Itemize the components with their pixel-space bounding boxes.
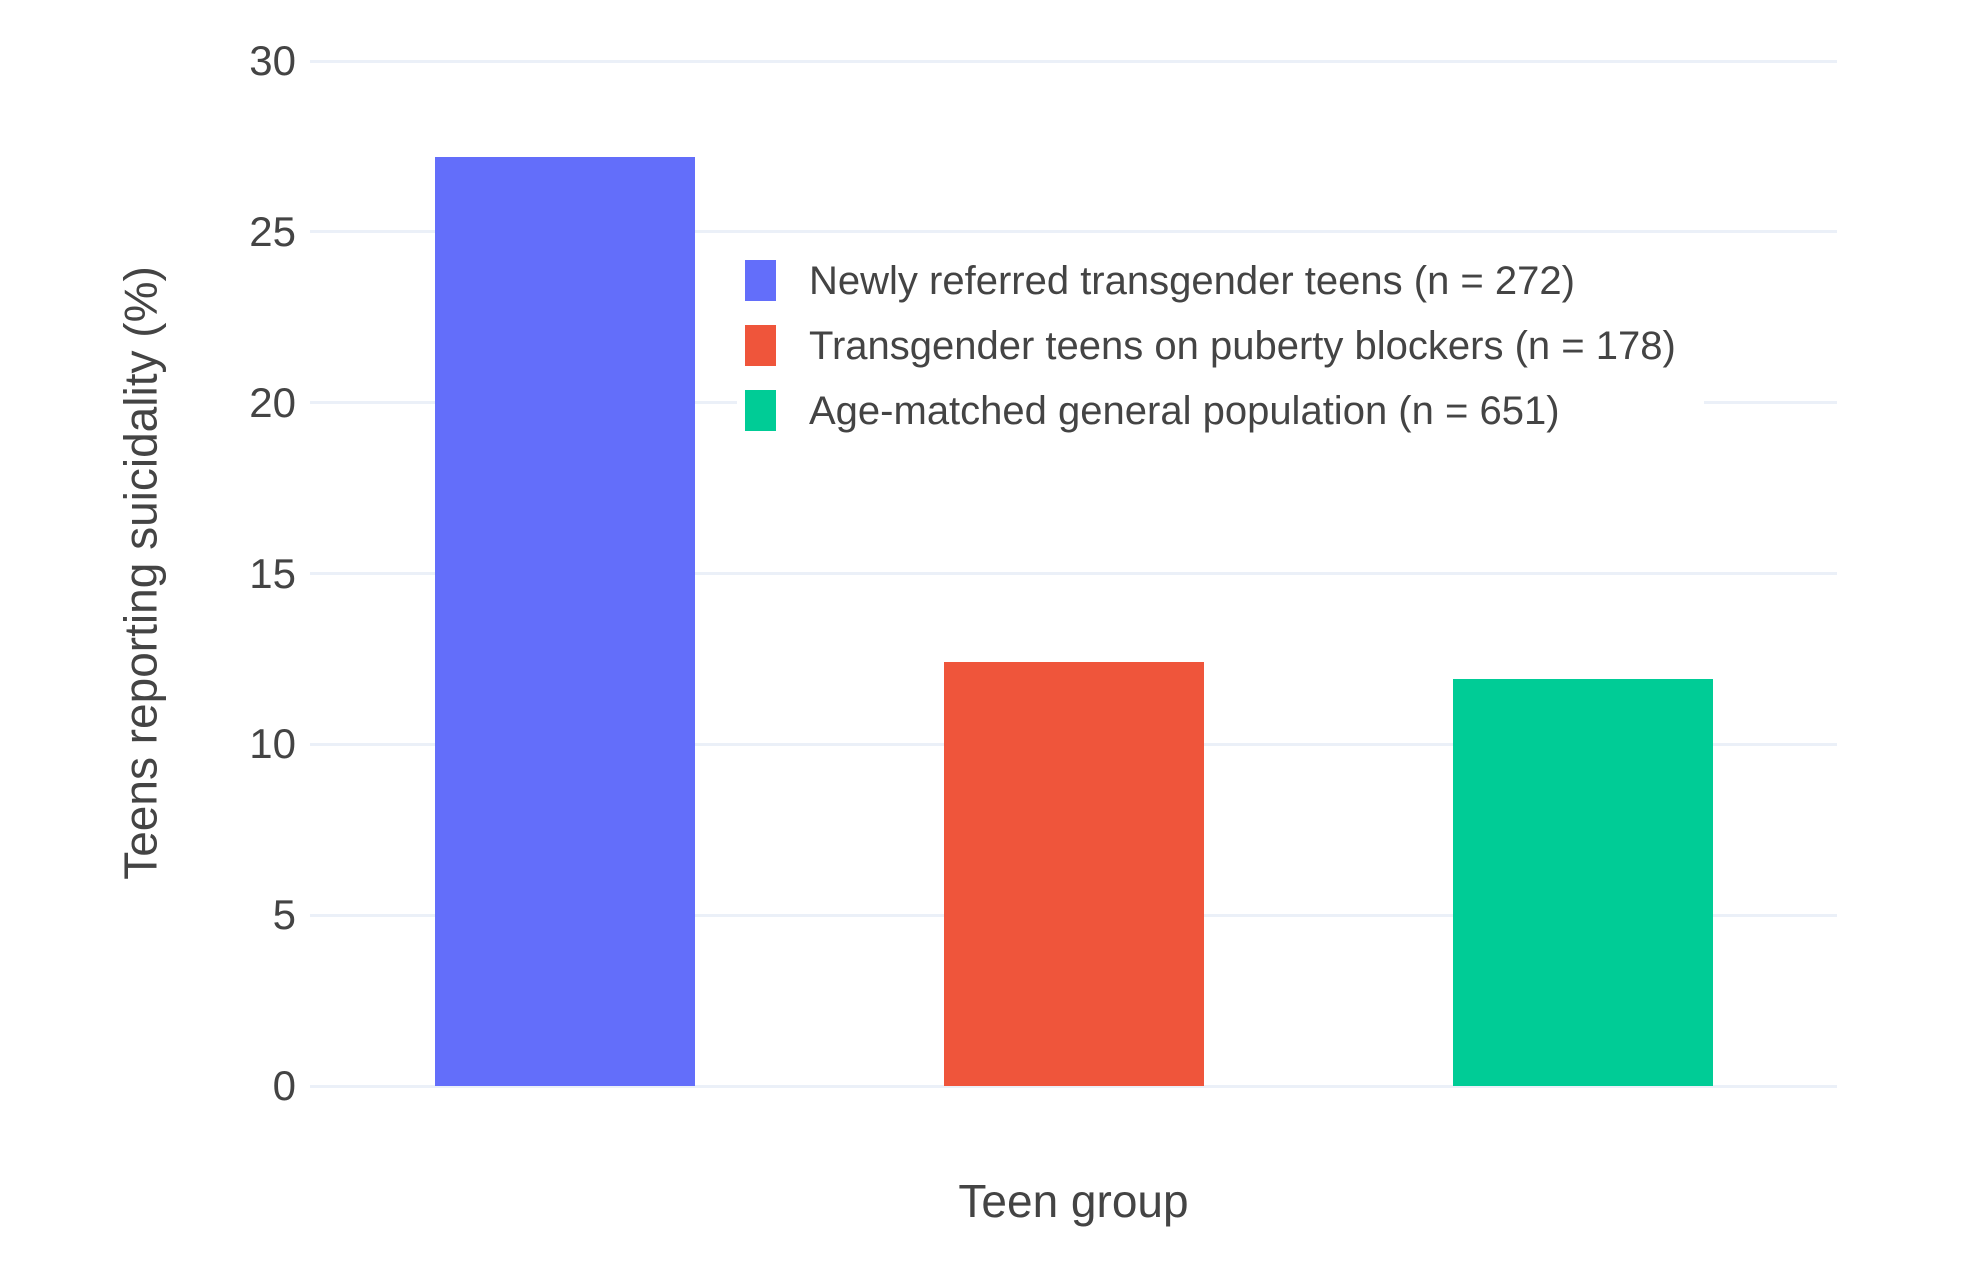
bar-0[interactable] — [434, 156, 695, 1086]
gridline — [310, 230, 1837, 234]
legend-item-0[interactable]: Newly referred transgender teens (n = 27… — [745, 248, 1676, 313]
y-tick-label: 10 — [249, 720, 296, 768]
legend-item-2[interactable]: Age-matched general population (n = 651) — [745, 378, 1676, 443]
legend-swatch-icon — [745, 260, 776, 301]
legend-label: Newly referred transgender teens (n = 27… — [809, 258, 1575, 303]
y-tick-label: 15 — [249, 549, 296, 597]
bar-1[interactable] — [943, 662, 1204, 1086]
x-axis-title: Teen group — [958, 1175, 1189, 1227]
legend-swatch-icon — [745, 390, 776, 431]
y-tick-label: 5 — [272, 891, 296, 939]
legend-swatch-icon — [745, 325, 776, 366]
gridline — [310, 59, 1837, 63]
y-tick-label: 20 — [249, 378, 296, 426]
y-tick-label: 30 — [249, 37, 296, 84]
legend-label: Age-matched general population (n = 651) — [809, 388, 1560, 433]
x-axis-line — [310, 1084, 1837, 1088]
y-tick-label: 0 — [272, 1062, 296, 1109]
y-axis-title: Teens reporting suicidality (%) — [114, 266, 167, 880]
bar-2[interactable] — [1452, 679, 1713, 1086]
legend-label: Transgender teens on puberty blockers (n… — [809, 323, 1676, 368]
gridline — [310, 572, 1837, 575]
legend: Newly referred transgender teens (n = 27… — [737, 242, 1704, 449]
legend-item-1[interactable]: Transgender teens on puberty blockers (n… — [745, 313, 1676, 378]
y-tick-label: 25 — [249, 207, 296, 255]
